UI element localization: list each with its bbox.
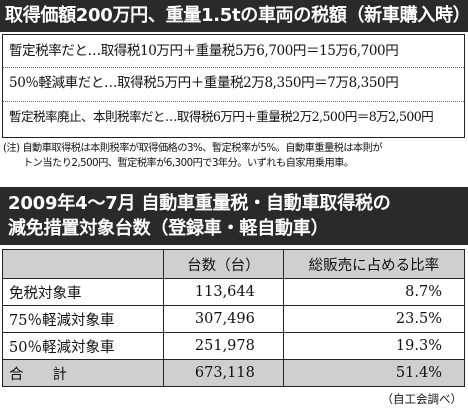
row-ratio: 23.5% xyxy=(282,305,466,333)
row-label: 50％軽減対象車 xyxy=(2,332,164,360)
reduction-stats-table: 台数（台） 総販売に占める比率 免税対象車 113,644 8.7% 75％軽減… xyxy=(2,249,466,387)
source-credit: （自工会調べ） xyxy=(381,392,463,406)
total-count: 673,118 xyxy=(163,359,284,387)
calc-row-base-rate: 暫定税率廃止、本則税率だと…取得税6万円＋重量税2万2,500円＝8万2,500… xyxy=(9,109,434,124)
row-count: 113,644 xyxy=(163,278,284,306)
table-header-row: 台数（台） 総販売に占める比率 xyxy=(2,249,466,279)
total-ratio: 51.4% xyxy=(282,359,466,387)
column-header-label xyxy=(2,249,164,279)
section-title-line-2: 減免措置対象台数（登録車・軽自動車） xyxy=(8,218,329,239)
footnote-line-1: (注) 自動車取得税は本則税率が取得価格の3%、暫定税率が5%。自動車重量税は本… xyxy=(3,143,383,154)
tax-calculation-box: 暫定税率だと…取得税10万円＋重量税5万6,700円＝15万6,700円 50％… xyxy=(2,34,465,138)
total-label: 合 計 xyxy=(2,359,164,387)
row-ratio: 19.3% xyxy=(282,332,466,360)
row-label: 75％軽減対象車 xyxy=(2,305,164,333)
calc-divider xyxy=(3,67,464,68)
row-label: 免税対象車 xyxy=(2,278,164,306)
calc-divider xyxy=(3,101,464,102)
table-row: 50％軽減対象車 251,978 19.3% xyxy=(2,332,466,360)
table-row: 免税対象車 113,644 8.7% xyxy=(2,278,466,306)
row-count: 251,978 xyxy=(163,332,284,360)
section-title-line-1: 2009年4〜7月 自動車重量税・自動車取得税の xyxy=(8,193,391,214)
table-total-row: 合 計 673,118 51.4% xyxy=(2,359,466,387)
column-header-count: 台数（台） xyxy=(163,249,284,279)
column-header-ratio: 総販売に占める比率 xyxy=(282,249,466,279)
calc-row-50pct: 50％軽減車だと…取得税5万円＋重量税2万8,350円＝7万8,350円 xyxy=(9,75,399,91)
row-count: 307,496 xyxy=(163,305,284,333)
footnote-line-2: トン当たり2,500円、暫定税率が6,300円で3年分。いずれも自家用乗用車。 xyxy=(23,158,354,169)
row-ratio: 8.7% xyxy=(282,278,466,306)
footnote: (注) 自動車取得税は本則税率が取得価格の3%、暫定税率が5%。自動車重量税は本… xyxy=(3,141,465,171)
page-title-text: 取得価額200万円、重量1.5tの車両の税額（新車購入時） xyxy=(5,5,468,26)
table-row: 75％軽減対象車 307,496 23.5% xyxy=(2,305,466,333)
calc-row-provisional: 暫定税率だと…取得税10万円＋重量税5万6,700円＝15万6,700円 xyxy=(9,43,399,59)
page-title: 取得価額200万円、重量1.5tの車両の税額（新車購入時） xyxy=(0,0,468,32)
section-title: 2009年4〜7月 自動車重量税・自動車取得税の 減免措置対象台数（登録車・軽自… xyxy=(0,187,468,245)
